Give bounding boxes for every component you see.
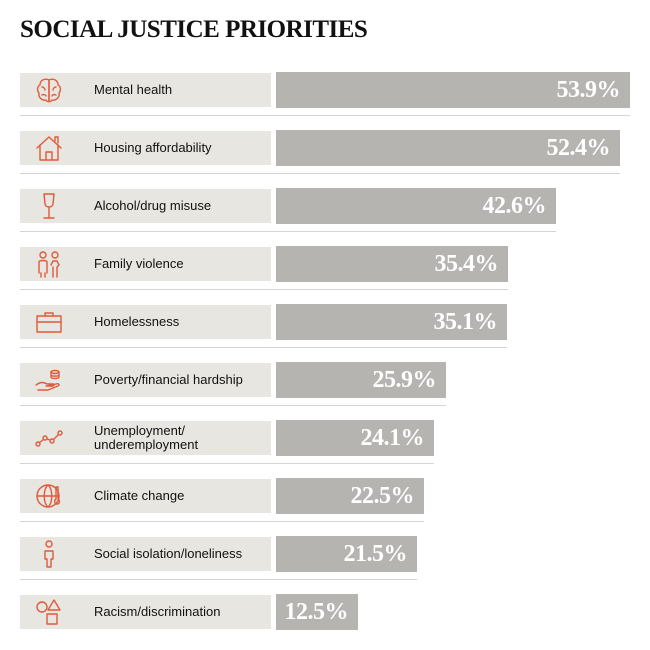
- house-icon: [34, 133, 64, 163]
- chart-row: Family violence 35.4%: [0, 244, 650, 292]
- category-label: Homelessness: [94, 305, 269, 339]
- bar: 24.1%: [276, 420, 434, 456]
- value-label: 53.9%: [557, 72, 621, 108]
- row-divider: [20, 579, 417, 580]
- value-label: 42.6%: [483, 188, 547, 224]
- category-label-box: Social isolation/loneliness: [20, 537, 271, 571]
- shapes-icon: [34, 597, 64, 627]
- chart-row: Alcohol/drug misuse 42.6%: [0, 186, 650, 234]
- bar: 12.5%: [276, 594, 358, 630]
- coins-in-hand-icon: [34, 365, 64, 395]
- bar: 35.4%: [276, 246, 508, 282]
- category-label: Racism/discrimination: [94, 595, 269, 629]
- category-label-box: Family violence: [20, 247, 271, 281]
- chart-row: Unemployment/ underemployment 24.1%: [0, 418, 650, 466]
- category-label-box: Homelessness: [20, 305, 271, 339]
- chart-title: SOCIAL JUSTICE PRIORITIES: [20, 15, 367, 45]
- category-label: Mental health: [94, 73, 269, 107]
- chart-row: Social isolation/loneliness 21.5%: [0, 534, 650, 582]
- bar: 53.9%: [276, 72, 630, 108]
- bar: 22.5%: [276, 478, 424, 514]
- category-label-box: Racism/discrimination: [20, 595, 271, 629]
- person-icon: [34, 539, 64, 569]
- value-label: 25.9%: [373, 362, 437, 398]
- bar: 21.5%: [276, 536, 417, 572]
- row-divider: [20, 231, 556, 232]
- chart-row: Poverty/financial hardship 25.9%: [0, 360, 650, 408]
- value-label: 35.1%: [434, 304, 498, 340]
- brain-icon: [34, 75, 64, 105]
- category-label: Housing affordability: [94, 131, 269, 165]
- row-divider: [20, 173, 620, 174]
- chart-row: Housing affordability 52.4%: [0, 128, 650, 176]
- category-label-box: Poverty/financial hardship: [20, 363, 271, 397]
- wine-glass-icon: [34, 191, 64, 221]
- category-label-box: Unemployment/ underemployment: [20, 421, 271, 455]
- category-label: Alcohol/drug misuse: [94, 189, 269, 223]
- category-label: Social isolation/loneliness: [94, 537, 269, 571]
- row-divider: [20, 521, 424, 522]
- row-divider: [20, 347, 507, 348]
- trend-line-icon: [34, 423, 64, 453]
- value-label: 12.5%: [285, 594, 349, 630]
- suitcase-icon: [34, 307, 64, 337]
- category-label: Poverty/financial hardship: [94, 363, 269, 397]
- category-label-box: Mental health: [20, 73, 271, 107]
- globe-thermometer-icon: [34, 481, 64, 511]
- value-label: 24.1%: [361, 420, 425, 456]
- value-label: 35.4%: [435, 246, 499, 282]
- row-divider: [20, 463, 434, 464]
- chart-row: Climate change 22.5%: [0, 476, 650, 524]
- family-icon: [34, 249, 64, 279]
- chart-row: Homelessness 35.1%: [0, 302, 650, 350]
- row-divider: [20, 405, 446, 406]
- category-label: Unemployment/ underemployment: [94, 421, 269, 455]
- bar: 35.1%: [276, 304, 507, 340]
- bar: 25.9%: [276, 362, 446, 398]
- bar: 42.6%: [276, 188, 556, 224]
- value-label: 22.5%: [351, 478, 415, 514]
- chart-row: Mental health 53.9%: [0, 70, 650, 118]
- chart-row: Racism/discrimination 12.5%: [0, 592, 650, 640]
- category-label: Climate change: [94, 479, 269, 513]
- value-label: 21.5%: [344, 536, 408, 572]
- value-label: 52.4%: [547, 130, 611, 166]
- category-label-box: Climate change: [20, 479, 271, 513]
- row-divider: [20, 115, 630, 116]
- bar: 52.4%: [276, 130, 620, 166]
- category-label-box: Housing affordability: [20, 131, 271, 165]
- category-label: Family violence: [94, 247, 269, 281]
- row-divider: [20, 289, 508, 290]
- category-label-box: Alcohol/drug misuse: [20, 189, 271, 223]
